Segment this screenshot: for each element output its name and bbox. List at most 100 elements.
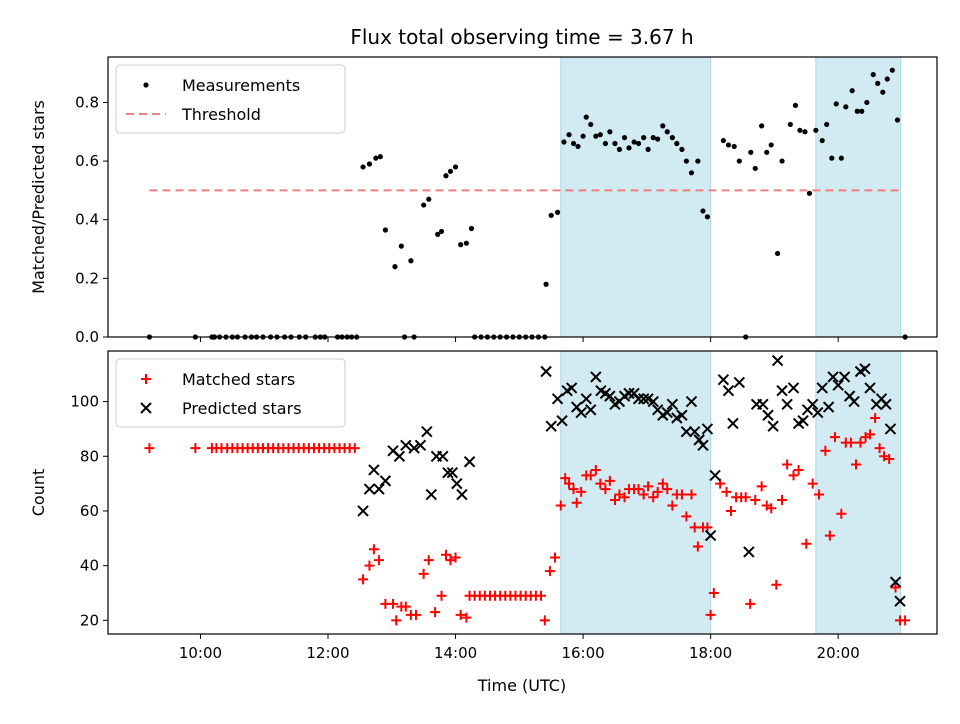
measurement-point — [392, 264, 398, 270]
matched-star-point — [793, 464, 804, 475]
measurement-point — [438, 228, 445, 235]
predicted-star-point — [697, 439, 709, 452]
measurement-point — [588, 121, 594, 128]
predicted-star-point — [545, 420, 557, 432]
measurement-point — [833, 101, 839, 107]
predicted-star-point — [590, 371, 602, 383]
predicted-star-point — [575, 406, 587, 419]
legend-label-measurements: Measurements — [182, 76, 300, 95]
matched-star-point — [614, 489, 625, 500]
matched-star-point — [418, 568, 429, 579]
measurement-point — [854, 108, 860, 114]
predicted-star-point — [357, 505, 369, 517]
matched-star-point — [662, 484, 673, 495]
matched-star-point — [652, 486, 663, 497]
matched-star-point — [555, 500, 566, 511]
legend-label-predicted: Predicted stars — [182, 399, 302, 418]
matched-star-point — [824, 530, 835, 541]
measurement-point — [373, 155, 379, 161]
predicted-star-point — [762, 409, 774, 421]
measurement-point — [650, 135, 656, 141]
measurement-point — [683, 158, 689, 164]
legend-measurements-marker — [143, 82, 149, 88]
x-tick-label: 10:00 — [179, 644, 222, 662]
measurement-point — [870, 71, 876, 78]
predicted-star-point — [704, 529, 717, 542]
predicted-star-point — [733, 376, 746, 389]
count-observing-window-1 — [815, 350, 902, 635]
matched-star-point — [657, 478, 668, 489]
measurement-point — [813, 127, 819, 133]
measurement-point — [731, 143, 737, 150]
measurement-point — [616, 146, 623, 152]
matched-star-point — [358, 574, 369, 585]
measurement-point — [612, 140, 618, 147]
matched-star-point — [870, 412, 881, 423]
x-tick-label: 14:00 — [434, 644, 477, 662]
count-legend — [115, 358, 346, 428]
measurement-point — [452, 164, 459, 170]
predicted-star-point — [816, 382, 828, 394]
measurement-point — [443, 173, 449, 179]
matched-star-point — [400, 601, 411, 612]
predicted-star-point — [727, 417, 739, 430]
predicted-star-point — [848, 395, 860, 408]
matched-star-point — [740, 492, 751, 503]
measurement-point — [889, 67, 895, 73]
measurement-point — [774, 250, 781, 257]
measurement-point — [607, 129, 613, 135]
matched-star-point — [756, 481, 767, 492]
measurement-point — [360, 164, 366, 170]
matched-star-point — [801, 538, 812, 549]
matched-star-point — [788, 470, 799, 481]
predicted-star-point — [661, 406, 673, 419]
ratio-y-tick-label: 0.4 — [75, 211, 99, 229]
matched-star-point — [609, 495, 620, 506]
matched-star-point — [686, 489, 697, 500]
predicted-star-point — [437, 450, 449, 462]
predicted-star-point — [743, 546, 755, 558]
matched-star-point — [544, 566, 555, 577]
measurement-point — [764, 149, 770, 155]
legend-predicted-marker — [140, 402, 152, 414]
predicted-star-point — [838, 371, 851, 383]
predicted-star-point — [540, 365, 552, 378]
predicted-star-point — [884, 423, 897, 435]
matched-star-point — [855, 437, 866, 448]
matched-star-point — [807, 478, 818, 489]
predicted-star-point — [859, 363, 871, 375]
measurement-point — [554, 209, 561, 215]
matched-star-point — [726, 505, 737, 516]
chart-title: Flux total observing time = 3.67 h — [350, 25, 693, 49]
predicted-star-point — [379, 475, 392, 487]
measurement-point — [398, 243, 404, 249]
measurement-point — [720, 137, 726, 144]
legend-label-matched: Matched stars — [182, 370, 295, 389]
predicted-star-point — [701, 423, 714, 435]
predicted-star-point — [693, 434, 705, 446]
predicted-star-point — [400, 439, 412, 452]
matched-star-point — [884, 454, 895, 465]
matched-star-point — [445, 555, 456, 566]
measurement-point — [824, 121, 830, 128]
predicted-star-point — [446, 466, 459, 479]
measurement-point — [843, 104, 849, 110]
predicted-star-point — [812, 406, 824, 419]
measurement-point — [679, 146, 685, 152]
predicted-star-point — [451, 477, 463, 490]
measurement-point — [543, 281, 549, 287]
matched-star-point — [368, 544, 379, 555]
matched-star-point — [667, 500, 678, 511]
matched-star-point — [851, 459, 862, 470]
matched-star-point — [681, 511, 692, 522]
matched-star-point — [845, 437, 856, 448]
predicted-star-point — [456, 488, 468, 501]
measurement-point — [468, 225, 475, 232]
measurement-point — [752, 165, 758, 172]
matched-star-point — [643, 481, 654, 492]
predicted-star-point — [722, 384, 735, 397]
count-y-tick-label: 100 — [70, 393, 99, 411]
measurement-point — [458, 242, 464, 248]
predicted-star-point — [373, 483, 385, 495]
